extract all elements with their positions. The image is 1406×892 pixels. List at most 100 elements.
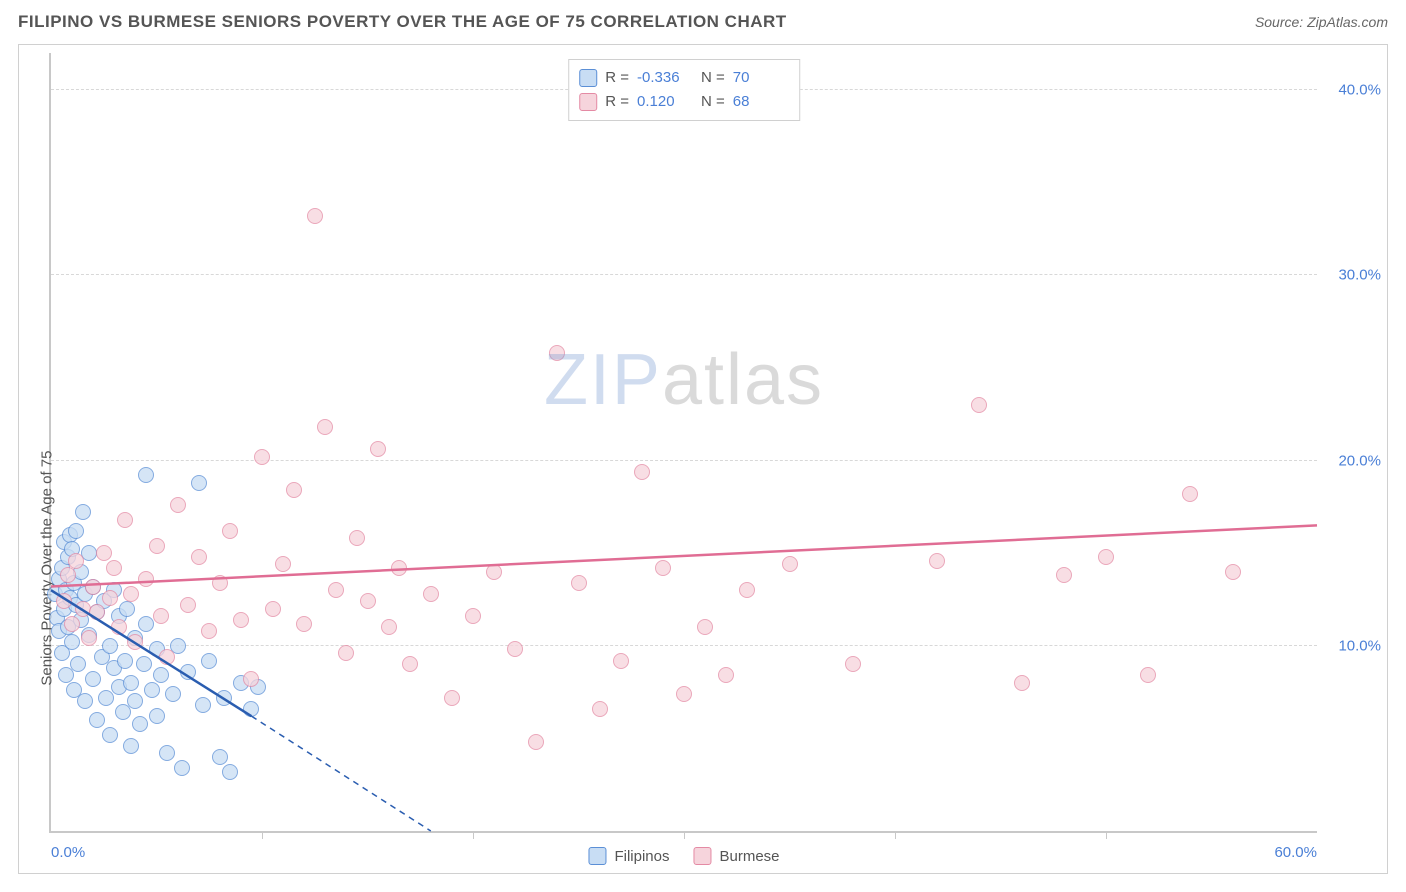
data-point xyxy=(328,582,344,598)
y-tick-label: 40.0% xyxy=(1338,82,1381,99)
y-tick-label: 10.0% xyxy=(1338,637,1381,654)
data-point xyxy=(153,608,169,624)
data-point xyxy=(381,619,397,635)
legend-item-burmese: Burmese xyxy=(694,847,780,865)
data-point xyxy=(739,582,755,598)
data-point xyxy=(98,690,114,706)
swatch-filipinos-icon xyxy=(588,847,606,865)
data-point xyxy=(275,556,291,572)
data-point xyxy=(102,638,118,654)
data-point xyxy=(265,601,281,617)
data-point xyxy=(370,441,386,457)
data-point xyxy=(317,419,333,435)
watermark-part2: atlas xyxy=(662,340,824,420)
data-point xyxy=(58,667,74,683)
data-point xyxy=(191,549,207,565)
data-point xyxy=(68,553,84,569)
data-point xyxy=(782,556,798,572)
data-point xyxy=(138,616,154,632)
data-point xyxy=(929,553,945,569)
data-point xyxy=(444,690,460,706)
data-point xyxy=(212,575,228,591)
source-attribution: Source: ZipAtlas.com xyxy=(1255,14,1388,30)
source-prefix: Source: xyxy=(1255,14,1307,30)
data-point xyxy=(360,593,376,609)
data-point xyxy=(123,738,139,754)
data-point xyxy=(307,208,323,224)
data-point xyxy=(423,586,439,602)
data-point xyxy=(127,634,143,650)
legend-label-burmese: Burmese xyxy=(720,848,780,865)
data-point xyxy=(486,564,502,580)
x-tick xyxy=(1106,831,1107,839)
data-point xyxy=(391,560,407,576)
data-point xyxy=(254,449,270,465)
data-point xyxy=(243,701,259,717)
correlation-legend: R = -0.336 N = 70 R = 0.120 N = 68 xyxy=(568,59,800,121)
data-point xyxy=(971,397,987,413)
data-point xyxy=(75,504,91,520)
data-point xyxy=(89,604,105,620)
data-point xyxy=(75,601,91,617)
data-point xyxy=(60,567,76,583)
chart-container: Seniors Poverty Over the Age of 75 R = -… xyxy=(18,44,1388,874)
x-tick xyxy=(895,831,896,839)
data-point xyxy=(85,579,101,595)
x-tick xyxy=(684,831,685,839)
data-point xyxy=(89,712,105,728)
data-point xyxy=(1098,549,1114,565)
data-point xyxy=(191,475,207,491)
data-point xyxy=(655,560,671,576)
data-point xyxy=(102,590,118,606)
data-point xyxy=(201,653,217,669)
r-value-filipinos: -0.336 xyxy=(637,66,693,90)
x-tick-label: 60.0% xyxy=(1274,844,1317,861)
data-point xyxy=(138,571,154,587)
data-point xyxy=(106,560,122,576)
data-point xyxy=(1140,667,1156,683)
source-name: ZipAtlas.com xyxy=(1307,14,1388,30)
data-point xyxy=(1225,564,1241,580)
data-point xyxy=(180,664,196,680)
data-point xyxy=(201,623,217,639)
n-label: N = xyxy=(701,90,725,114)
data-point xyxy=(195,697,211,713)
data-point xyxy=(465,608,481,624)
data-point xyxy=(338,645,354,661)
data-point xyxy=(296,616,312,632)
data-point xyxy=(127,693,143,709)
watermark: ZIPatlas xyxy=(544,339,824,421)
n-value-filipinos: 70 xyxy=(733,66,789,90)
data-point xyxy=(68,523,84,539)
data-point xyxy=(115,704,131,720)
data-point xyxy=(144,682,160,698)
data-point xyxy=(1056,567,1072,583)
x-tick-label: 0.0% xyxy=(51,844,85,861)
swatch-filipinos xyxy=(579,69,597,87)
data-point xyxy=(216,690,232,706)
legend-row-filipinos: R = -0.336 N = 70 xyxy=(579,66,789,90)
data-point xyxy=(634,464,650,480)
data-point xyxy=(81,630,97,646)
data-point xyxy=(85,671,101,687)
y-tick-label: 20.0% xyxy=(1338,452,1381,469)
data-point xyxy=(70,656,86,672)
data-point xyxy=(233,612,249,628)
plot-area: Seniors Poverty Over the Age of 75 R = -… xyxy=(49,53,1317,833)
data-point xyxy=(159,649,175,665)
data-point xyxy=(180,597,196,613)
data-point xyxy=(212,749,228,765)
data-point xyxy=(132,716,148,732)
data-point xyxy=(1014,675,1030,691)
data-point xyxy=(64,634,80,650)
data-point xyxy=(111,619,127,635)
data-point xyxy=(718,667,734,683)
data-point xyxy=(170,497,186,513)
data-point xyxy=(243,671,259,687)
data-point xyxy=(136,656,152,672)
data-point xyxy=(528,734,544,750)
r-label: R = xyxy=(605,66,629,90)
n-label: N = xyxy=(701,66,725,90)
data-point xyxy=(123,586,139,602)
data-point xyxy=(102,727,118,743)
